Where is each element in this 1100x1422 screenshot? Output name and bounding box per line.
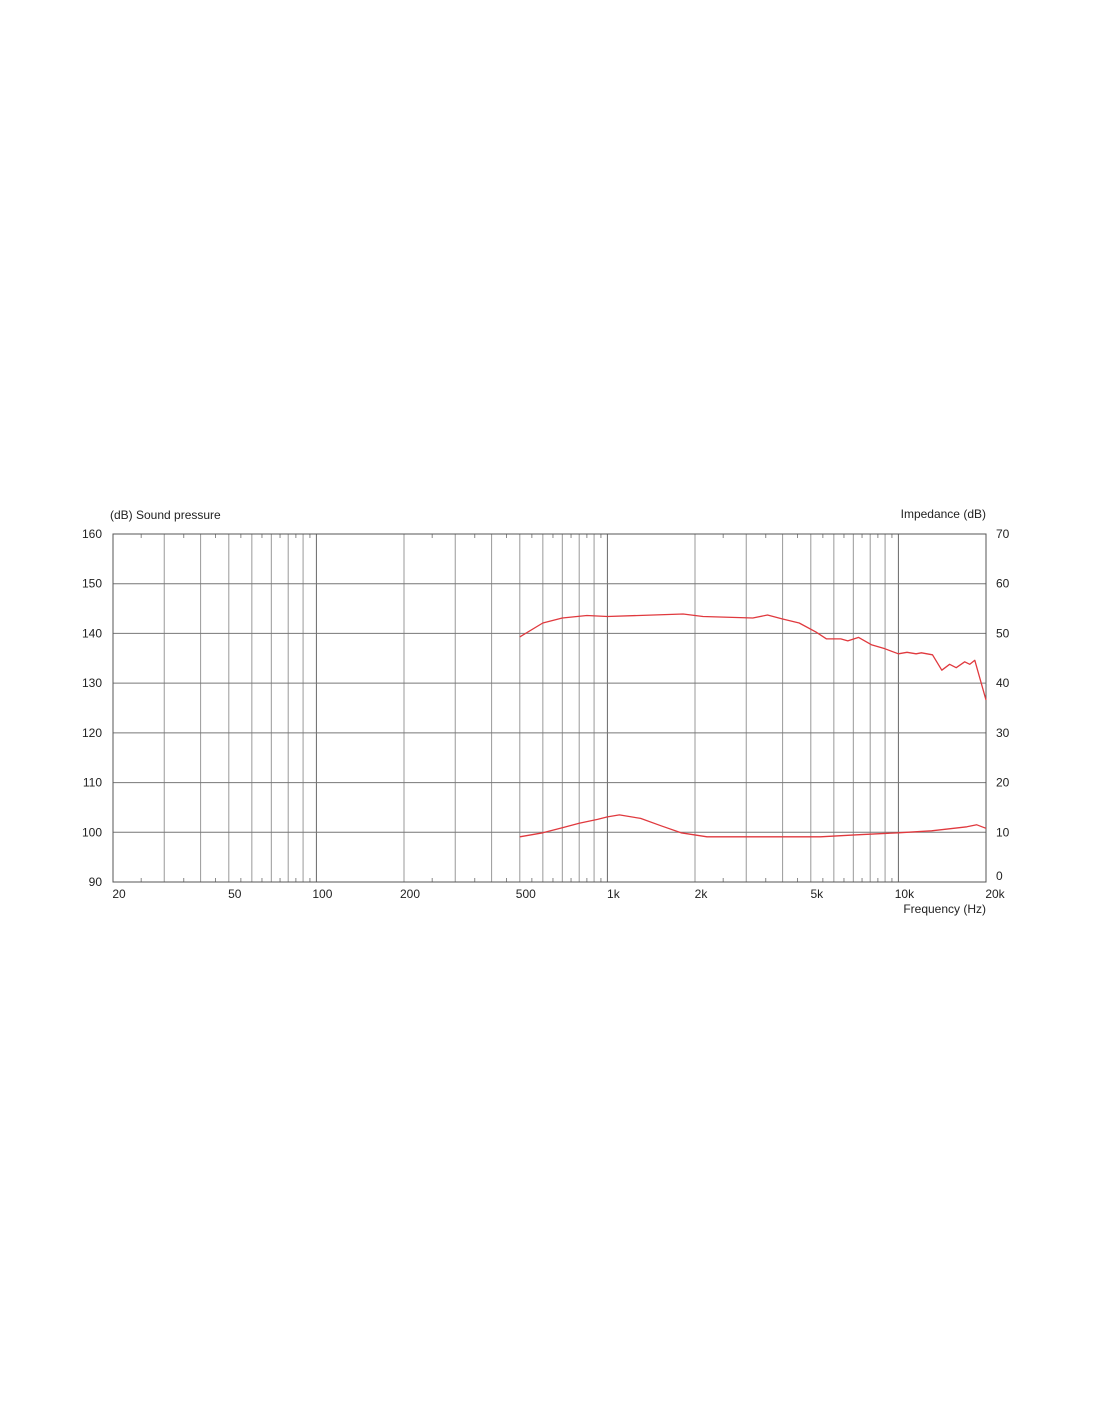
right-tick-label: 0 (996, 869, 1003, 883)
x-tick-label: 1k (607, 887, 621, 901)
x-tick-label: 5k (810, 887, 824, 901)
x-axis-label: Frequency (Hz) (903, 902, 986, 916)
sound-pressure-curve (519, 613, 987, 701)
right-tick-label: 50 (996, 626, 1010, 640)
left-tick-label: 90 (89, 875, 103, 889)
right-tick-label: 30 (996, 726, 1010, 740)
x-tick-label: 10k (895, 887, 915, 901)
x-tick-label: 200 (400, 887, 420, 901)
left-tick-label: 150 (82, 577, 102, 591)
left-tick-label: 120 (82, 726, 102, 740)
left-tick-label: 160 (82, 527, 102, 541)
impedance-curve (519, 814, 987, 838)
right-tick-label: 20 (996, 776, 1010, 790)
x-tick-label: 100 (312, 887, 332, 901)
right-tick-label: 70 (996, 527, 1010, 541)
plot-frame (112, 533, 987, 883)
left-tick-label: 100 (82, 825, 102, 839)
x-tick-label: 500 (516, 887, 536, 901)
curves (519, 613, 987, 838)
x-tick-label: 2k (695, 887, 709, 901)
right-tick-label: 10 (996, 825, 1010, 839)
left-axis-label: (dB) Sound pressure (110, 508, 221, 522)
left-tick-label: 130 (82, 676, 102, 690)
right-tick-label: 60 (996, 577, 1010, 591)
x-tick-label: 20k (985, 887, 1005, 901)
right-tick-label: 40 (996, 676, 1010, 690)
left-tick-label: 110 (83, 776, 102, 790)
tick-labels: 90 0 100 10 110 20 120 30 130 40 140 50 150 60 160 70 20… (82, 527, 1010, 901)
left-tick-label: 140 (82, 626, 102, 640)
right-axis-label: Impedance (dB) (901, 507, 986, 521)
x-tick-label: 50 (228, 887, 242, 901)
x-tick-label: 20 (112, 887, 126, 901)
grid (112, 533, 987, 883)
